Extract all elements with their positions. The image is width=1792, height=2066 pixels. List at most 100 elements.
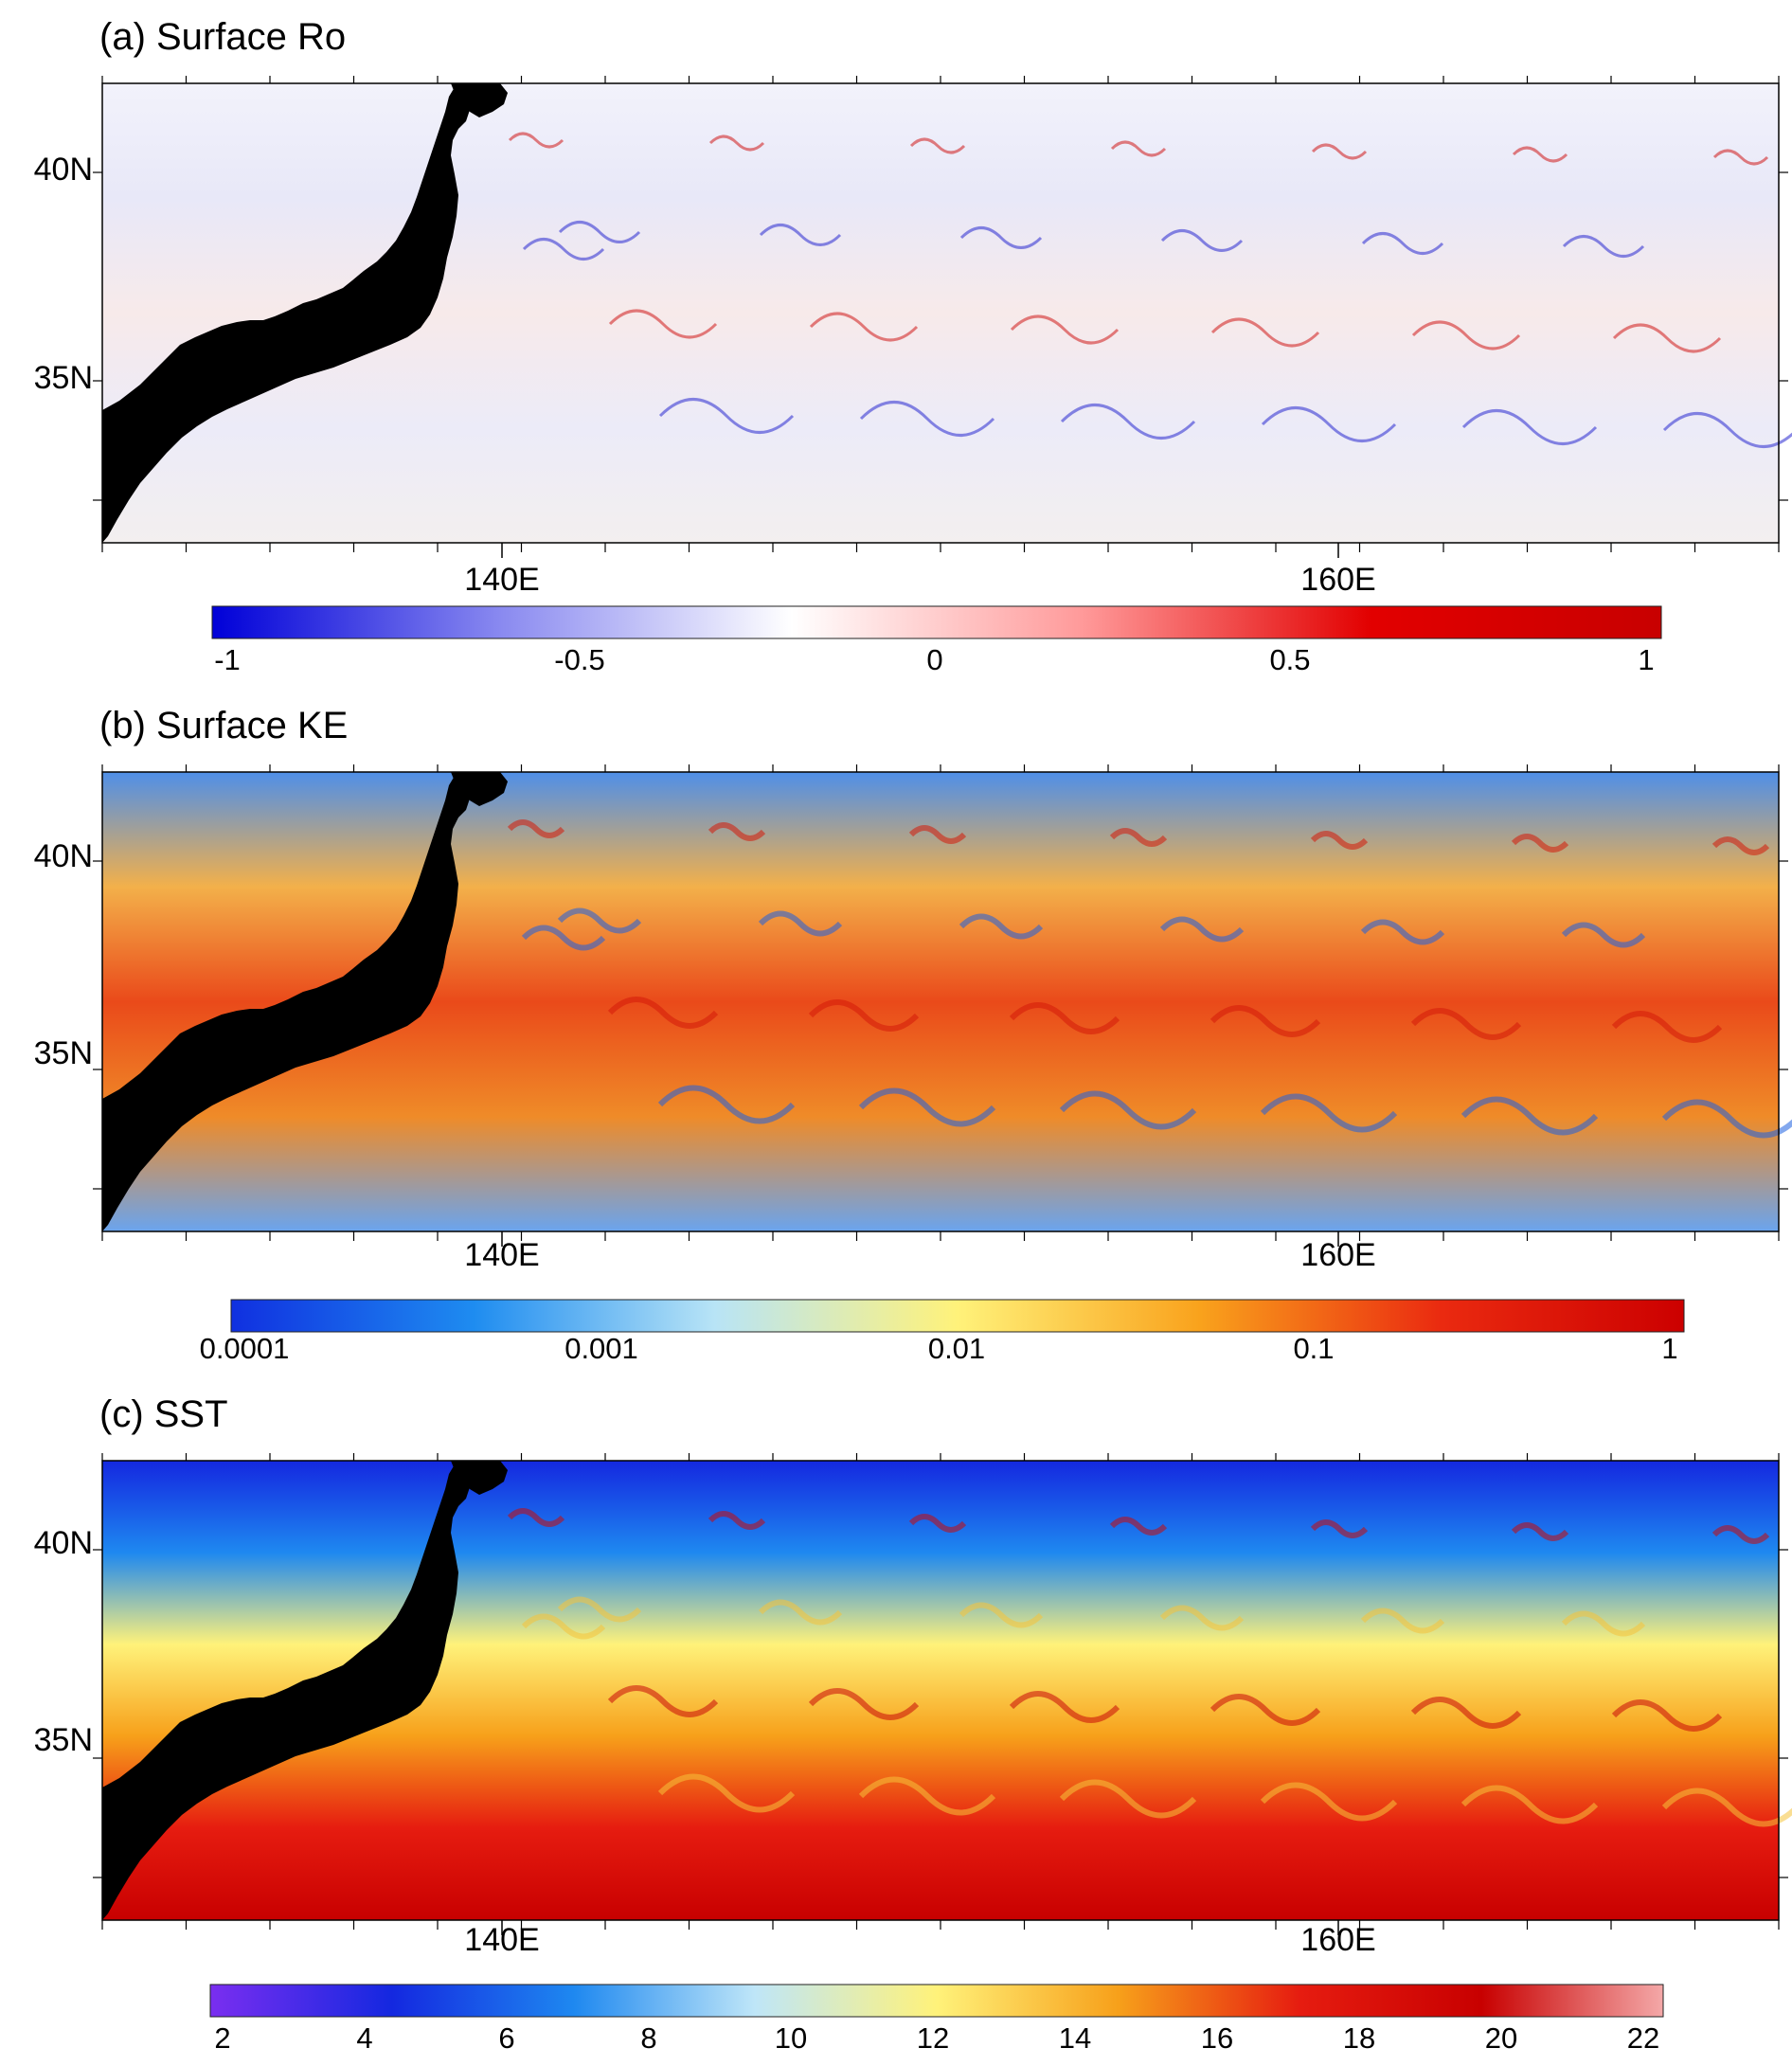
map-area <box>93 76 1792 558</box>
colorbar <box>209 1984 1664 2018</box>
colorbar-tick-label: 1 <box>1638 643 1654 676</box>
eddy-stroke <box>507 1508 565 1527</box>
y-tick-labels: 40N 35N <box>34 1525 93 1758</box>
eddy-stroke <box>1611 1011 1723 1043</box>
eddy-stroke <box>708 135 765 152</box>
x-tick-label-140e: 140E <box>464 562 539 598</box>
y-tick-label-35n: 35N <box>34 1035 93 1071</box>
eddy-stroke <box>521 1613 606 1640</box>
eddy-stroke <box>808 999 920 1032</box>
colorbar-tick-labels: 2 4 6 8 10 12 14 16 18 20 22 <box>214 2021 1659 2055</box>
eddy-stroke <box>1009 1691 1120 1723</box>
x-tick-labels: 140E 160E <box>464 1237 1375 1273</box>
eddy-stroke <box>1612 323 1722 353</box>
eddy-stroke <box>1711 836 1770 855</box>
eddy-stroke <box>1260 1093 1398 1133</box>
colorbar-tick-label: 12 <box>917 2021 949 2055</box>
eddy-stroke <box>1411 320 1521 350</box>
panel-surface-ke: (b) Surface KE 140E 160E 40N 35N 0.0001 … <box>34 705 1792 1365</box>
colorbar-tick-label: 0.5 <box>1269 643 1310 676</box>
land-mask <box>102 87 470 543</box>
eddy-stroke <box>1160 229 1244 252</box>
colorbar-tick-label: 6 <box>498 2021 514 2055</box>
colorbar-tick-label: 0.1 <box>1293 1332 1334 1365</box>
eddy-stroke <box>657 1773 796 1813</box>
y-tick-label-35n: 35N <box>34 360 93 396</box>
colorbar-gradient <box>230 1299 1685 1333</box>
eddy-stroke <box>658 398 795 434</box>
eddy-stroke <box>558 221 641 243</box>
eddy-stroke <box>1210 1005 1321 1037</box>
x-tick-label-140e: 140E <box>464 1237 539 1273</box>
colorbar-tick-label: -0.5 <box>554 643 604 676</box>
eddy-stroke <box>522 238 605 260</box>
eddy-stroke <box>1712 149 1769 166</box>
eddy-stroke <box>1010 314 1120 345</box>
colorbar-tick-label: 14 <box>1059 2021 1091 2055</box>
eddy-stroke <box>1109 828 1168 847</box>
eddy-stroke <box>708 1511 766 1530</box>
colorbar-tick-label: 18 <box>1343 2021 1375 2055</box>
land-mask <box>451 83 508 117</box>
eddy-stroke <box>1511 1522 1569 1541</box>
map-area <box>93 1453 1792 1935</box>
colorbar-tick-label: 10 <box>775 2021 807 2055</box>
eddy-stroke <box>557 907 642 934</box>
eddy-stroke <box>1460 1785 1599 1824</box>
colorbar <box>211 605 1662 639</box>
eddy-stroke <box>1461 409 1598 445</box>
eddy-stroke <box>657 1085 796 1124</box>
colorbar-tick-label: 0.0001 <box>200 1332 290 1365</box>
eddy-stroke <box>1661 1788 1792 1827</box>
eddy-stroke <box>809 312 919 342</box>
x-tick-label-160e: 160E <box>1300 1922 1375 1958</box>
colorbar-tick-labels: 0.0001 0.001 0.01 0.1 1 <box>200 1332 1678 1365</box>
panel-title: (a) Surface Ro <box>99 16 346 58</box>
eddy-stroke <box>521 925 606 951</box>
eddy-stroke <box>1361 232 1444 255</box>
eddy-stroke <box>1511 834 1569 853</box>
eddy-stroke <box>1310 831 1369 850</box>
land-mask <box>451 1461 508 1495</box>
eddy-stroke <box>908 1514 967 1533</box>
colorbar <box>230 1299 1685 1333</box>
eddy-stroke <box>1009 1002 1120 1034</box>
eddy-stroke <box>858 1776 996 1816</box>
eddy-stroke <box>1059 1779 1197 1819</box>
land-mask <box>102 1464 470 1920</box>
eddy-stroke <box>1561 1610 1646 1637</box>
eddy-stroke <box>858 1087 996 1127</box>
eddy-stroke <box>507 819 565 838</box>
eddy-stroke <box>607 1685 719 1717</box>
eddy-stroke <box>1311 143 1368 160</box>
x-tick-labels: 140E 160E <box>464 1922 1375 1958</box>
x-tick-label-140e: 140E <box>464 1922 539 1958</box>
y-tick-label-40n: 40N <box>34 152 93 188</box>
colorbar-gradient <box>211 605 1662 639</box>
eddy-stroke <box>708 822 766 841</box>
eddy-stroke <box>959 1602 1044 1628</box>
eddy-stroke <box>607 997 719 1029</box>
eddy-stroke <box>758 1599 843 1626</box>
eddy-stroke <box>1562 235 1645 258</box>
land-mask <box>102 776 470 1231</box>
y-tick-labels: 40N 35N <box>34 838 93 1071</box>
eddy-stroke <box>759 224 842 246</box>
eddy-stroke <box>1711 1525 1770 1544</box>
colorbar-tick-label: 0.01 <box>928 1332 985 1365</box>
eddy-stroke <box>1310 1519 1369 1538</box>
land-mask <box>451 772 508 806</box>
eddy-stroke <box>808 1688 920 1720</box>
eddy-stroke <box>959 226 1043 249</box>
y-tick-label-40n: 40N <box>34 1525 93 1561</box>
y-tick-label-35n: 35N <box>34 1722 93 1758</box>
colorbar-tick-labels: -1 -0.5 0 0.5 1 <box>214 643 1654 676</box>
panel-sst: (c) SST 140E 160E 40N 35N 2 4 6 8 10 12 … <box>34 1393 1792 2055</box>
eddy-stroke <box>1159 1605 1245 1631</box>
eddy-stroke <box>1261 406 1397 442</box>
eddy-stroke <box>1611 1699 1723 1732</box>
eddy-stroke <box>959 913 1044 940</box>
colorbar-tick-label: 20 <box>1485 2021 1517 2055</box>
eddy-stroke <box>909 137 966 154</box>
colorbar-tick-label: 0.001 <box>564 1332 638 1365</box>
